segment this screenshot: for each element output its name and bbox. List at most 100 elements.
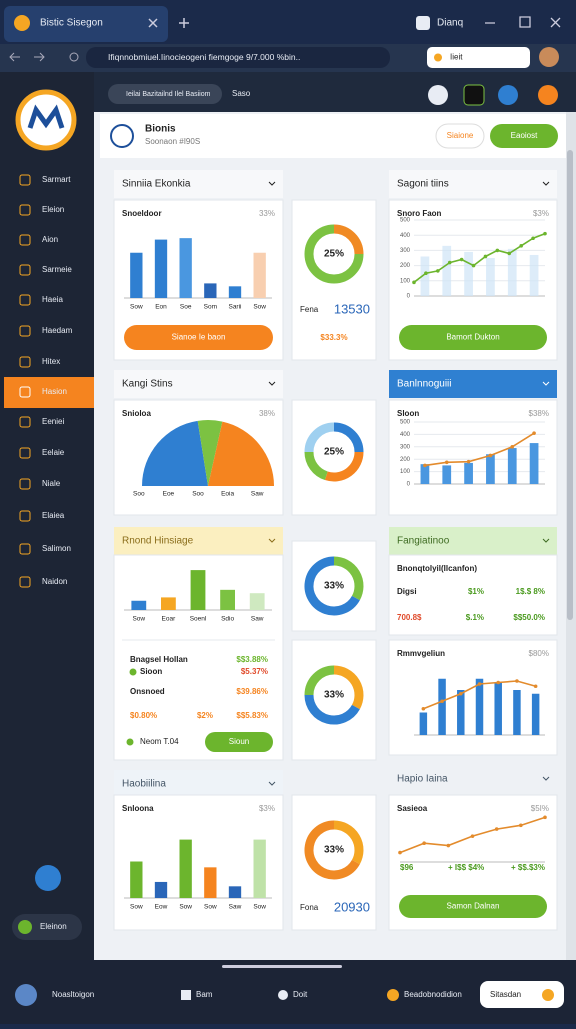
task-button[interactable] [480, 981, 564, 1008]
donut-center: 25% [324, 447, 344, 458]
task-item[interactable]: Doit [293, 990, 308, 999]
menu-item[interactable]: Niale [42, 479, 61, 488]
point [515, 679, 519, 683]
reload[interactable] [69, 52, 79, 62]
chevron[interactable] [542, 381, 550, 386]
profile-name[interactable]: Dianq [437, 18, 463, 29]
search-field[interactable] [427, 47, 530, 68]
y-tick-label: 200 [400, 457, 411, 463]
menu-item[interactable]: Eleion [42, 205, 64, 214]
menu-item[interactable]: Sarmeie [42, 265, 72, 274]
bar [190, 570, 206, 610]
task-icon [278, 990, 288, 1000]
tab-close[interactable] [148, 18, 158, 28]
tool-icon[interactable] [428, 85, 448, 105]
x-tick-label: Sow [253, 304, 266, 311]
bar [204, 867, 217, 898]
bar [228, 886, 242, 898]
tab[interactable] [4, 6, 168, 42]
chevron[interactable] [542, 181, 550, 186]
menu-item[interactable]: Eelaie [42, 448, 65, 457]
menu-item[interactable]: Naidon [42, 577, 67, 586]
point [424, 271, 428, 276]
breadcrumb-pill[interactable] [108, 84, 222, 104]
footer-label: Fona [300, 903, 319, 912]
stat-cell: $.1% [466, 613, 484, 622]
card-button[interactable] [399, 895, 547, 918]
pie-slice [197, 419, 223, 486]
chevron[interactable] [268, 381, 276, 386]
menu-icon [19, 510, 31, 522]
chevron[interactable] [268, 538, 276, 543]
profile-icon [416, 16, 430, 30]
header-title: Bionis [145, 124, 176, 135]
donut-center: 25% [324, 249, 344, 260]
menu-item[interactable]: Aion [42, 235, 58, 244]
x-tick-label: Saw [229, 904, 242, 911]
primary-button[interactable] [490, 124, 558, 148]
user-name[interactable]: Noasltoigon [52, 990, 94, 999]
note: + I$$ $4% [448, 863, 484, 872]
point [507, 251, 512, 256]
pie-slice [142, 420, 208, 486]
search-text: Iieit [450, 53, 463, 62]
menu-item[interactable]: Haeia [42, 295, 63, 304]
point [471, 263, 476, 268]
tool-icon[interactable] [538, 85, 558, 105]
section-title: Rnond Hinsiage [122, 536, 194, 547]
list-text: Neom T.04 [140, 737, 179, 746]
chevron[interactable] [268, 181, 276, 186]
menu-item[interactable]: Sarmart [42, 175, 71, 184]
menu-item[interactable]: Elaiea [42, 511, 65, 520]
chevron[interactable] [542, 776, 550, 781]
scroll-thumb[interactable] [567, 150, 573, 620]
y-tick-label: 0 [407, 294, 411, 300]
bar [253, 839, 266, 898]
tool-icon[interactable] [498, 85, 518, 105]
card-button[interactable] [124, 325, 273, 350]
menu-icon [19, 447, 31, 459]
menu-item[interactable]: Salimon [42, 544, 71, 553]
bar [464, 251, 473, 296]
toolbar-tab[interactable]: Saso [232, 89, 251, 98]
menu-item[interactable]: Eeniei [42, 417, 64, 426]
donut-segment [333, 556, 364, 601]
point [470, 834, 475, 838]
new-tab[interactable] [179, 18, 189, 28]
app-name[interactable]: Beadobnodidion [404, 990, 462, 999]
card [388, 639, 558, 756]
menu-item[interactable]: Hitex [42, 357, 60, 366]
card-title: Sloon [397, 409, 419, 418]
card-badge: $80% [529, 649, 549, 658]
nav-buttons[interactable] [9, 52, 45, 62]
secondary-button[interactable] [435, 123, 485, 149]
bar [131, 600, 147, 610]
menu-item[interactable]: Haedam [42, 326, 73, 335]
chevron[interactable] [542, 538, 550, 543]
menu-item[interactable]: Hasion [42, 387, 67, 396]
task-item[interactable]: Bam [196, 990, 213, 999]
card-button[interactable] [205, 732, 273, 752]
chevron[interactable] [268, 781, 276, 786]
list-text: Sioon [140, 667, 162, 676]
list-dot [129, 668, 137, 676]
sidebar-footer-button[interactable] [12, 914, 82, 940]
menu-icon [19, 543, 31, 555]
tool-icon[interactable] [463, 84, 485, 106]
avatar[interactable] [539, 47, 559, 67]
secondary-button-label: Siaione [447, 131, 474, 140]
bar [179, 839, 192, 898]
donut-segment [304, 665, 335, 696]
donut-center: 33% [324, 845, 344, 856]
x-tick-label: Eoia [221, 491, 234, 498]
donut-segment [304, 224, 364, 284]
x-tick-label: Sow [130, 304, 143, 311]
window-controls[interactable] [485, 16, 561, 28]
point [483, 254, 488, 259]
point [423, 463, 427, 468]
point [543, 815, 547, 820]
url-field[interactable] [86, 47, 390, 68]
card-button[interactable] [399, 325, 547, 350]
bar [179, 238, 192, 298]
sidebar-action[interactable] [35, 865, 61, 891]
